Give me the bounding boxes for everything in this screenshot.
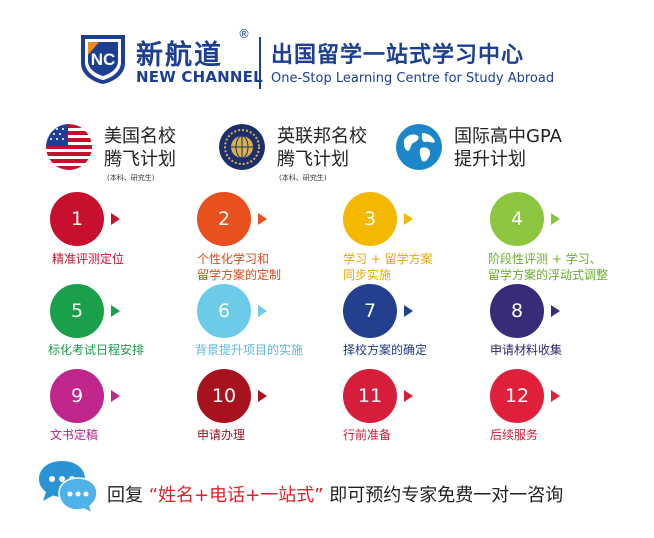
program-3-line2: 提升计划	[454, 149, 526, 170]
step-1-label: 精准评测定位	[52, 252, 125, 266]
step-5-label: 标化考试日程安排	[48, 343, 145, 357]
program-1-line1: 美国名校	[104, 126, 176, 147]
step-3-arrow-icon	[404, 213, 413, 225]
step-10-number: 10	[211, 385, 237, 407]
step-11-circle: 11	[343, 369, 397, 423]
step-3-number: 3	[363, 208, 377, 230]
footer-suffix: 即可预约专家免费一对一咨询	[329, 485, 564, 506]
program-3-line1: 国际高中GPA	[454, 126, 562, 147]
step-9-label: 文书定稿	[50, 428, 99, 442]
step-4-arrow-icon	[551, 213, 560, 225]
brand-name-en: NEW CHANNEL	[136, 68, 263, 86]
step-3-label: 学习 + 留学方案 同步实施	[343, 252, 433, 282]
step-8-circle: 8	[490, 284, 544, 338]
program-1-line2: 腾飞计划	[104, 149, 176, 170]
step-4-label: 阶段性评测 + 学习、 留学方案的浮动式调整	[488, 252, 609, 282]
step-5-number: 5	[70, 300, 84, 322]
step-1-circle: 1	[50, 192, 104, 246]
registered-mark: ®	[238, 27, 250, 41]
step-10-label: 申请办理	[197, 428, 246, 442]
step-7-number: 7	[363, 300, 377, 322]
footer-prefix: 回复	[107, 485, 143, 506]
program-2-line2: 腾飞计划	[277, 149, 349, 170]
footer-call-to-action: 回复 “姓名+电话+一站式” 即可预约专家免费一对一咨询	[107, 481, 563, 507]
us-flag-icon	[46, 124, 92, 170]
step-9-number: 9	[70, 385, 84, 407]
step-7-arrow-icon	[404, 305, 413, 317]
step-6-circle: 6	[197, 284, 251, 338]
step-11-number: 11	[357, 385, 383, 407]
step-1-arrow-icon	[111, 213, 120, 225]
step-8-label: 申请材料收集	[490, 343, 563, 357]
step-1-number: 1	[70, 208, 84, 230]
step-6-number: 6	[217, 300, 231, 322]
step-2-circle: 2	[197, 192, 251, 246]
step-12-arrow-icon	[551, 390, 560, 402]
step-6-arrow-icon	[258, 305, 267, 317]
step-2-number: 2	[217, 208, 231, 230]
step-12-circle: 12	[490, 369, 544, 423]
globe-icon	[396, 124, 442, 170]
commonwealth-emblem-icon	[219, 124, 265, 170]
step-7-circle: 7	[343, 284, 397, 338]
step-11-arrow-icon	[404, 390, 413, 402]
brand-name-cn: 新航道	[136, 40, 223, 71]
step-9-circle: 9	[50, 369, 104, 423]
step-12-label: 后续服务	[490, 428, 539, 442]
step-3-circle: 3	[343, 192, 397, 246]
step-5-circle: 5	[50, 284, 104, 338]
step-2-arrow-icon	[258, 213, 267, 225]
step-2-label: 个性化学习和 留学方案的定制	[197, 252, 282, 282]
program-1-note: (本科、研究生)	[107, 174, 155, 182]
step-12-number: 12	[504, 385, 530, 407]
step-6-label: 背景提升项目的实施	[195, 343, 304, 357]
svg-text:NC: NC	[91, 50, 116, 69]
step-8-arrow-icon	[551, 305, 560, 317]
slogan-en: One-Stop Learning Centre for Study Abroa…	[271, 71, 555, 86]
header-divider	[259, 37, 261, 89]
step-8-number: 8	[510, 300, 524, 322]
step-10-circle: 10	[197, 369, 251, 423]
program-2-note: (本科、研究生)	[279, 174, 327, 182]
step-4-number: 4	[510, 208, 524, 230]
chat-bubbles-icon	[39, 461, 98, 515]
step-11-label: 行前准备	[343, 428, 392, 442]
nc-logo-icon: NC	[81, 35, 125, 84]
slogan-cn: 出国留学一站式学习中心	[271, 43, 525, 68]
step-7-label: 择校方案的确定	[343, 343, 428, 357]
step-10-arrow-icon	[258, 390, 267, 402]
footer-keyword: “姓名+电话+一站式”	[148, 485, 324, 506]
step-9-arrow-icon	[111, 390, 120, 402]
program-2-line1: 英联邦名校	[277, 126, 367, 147]
step-5-arrow-icon	[111, 305, 120, 317]
step-4-circle: 4	[490, 192, 544, 246]
